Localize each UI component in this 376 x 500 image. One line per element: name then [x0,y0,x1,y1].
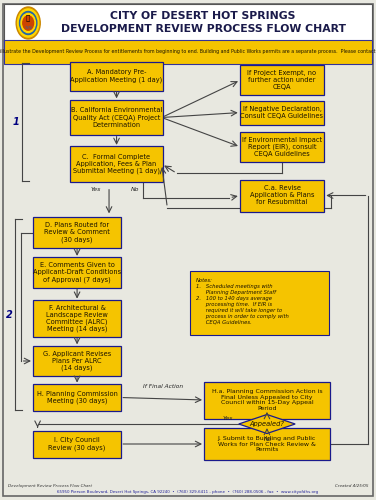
Text: GENERAL INFORMATION:  This flowchart is intended merely to illustrate the Develo: GENERAL INFORMATION: This flowchart is i… [0,50,376,54]
Text: No: No [264,437,273,442]
Text: 2: 2 [6,310,13,320]
Text: Notes:
1.   Scheduled meetings with
      Planning Department Staff
2.   100 to : Notes: 1. Scheduled meetings with Planni… [196,278,288,325]
FancyBboxPatch shape [70,100,163,135]
FancyBboxPatch shape [33,300,121,337]
Text: F. Architectural &
Landscape Review
Committee (ALRC)
Meeting (14 days): F. Architectural & Landscape Review Comm… [46,304,108,332]
Text: D. Plans Routed for
Review & Comment
(30 days): D. Plans Routed for Review & Comment (30… [44,222,110,243]
Circle shape [18,9,39,37]
FancyBboxPatch shape [33,384,121,411]
Text: B. California Environmental
Quality Act (CEQA) Project
Determination: B. California Environmental Quality Act … [71,108,162,128]
Text: H.a. Planning Commission Action is
Final Unless Appealed to City
Council within : H.a. Planning Commission Action is Final… [212,389,322,411]
FancyBboxPatch shape [240,132,324,162]
Text: If Final Action: If Final Action [143,384,183,389]
Text: Yes: Yes [91,186,101,192]
Text: G. Applicant Revises
Plans Per ALRC
(14 days): G. Applicant Revises Plans Per ALRC (14 … [43,351,111,371]
Text: If Project Exempt, no
further action under
CEQA: If Project Exempt, no further action und… [247,70,317,90]
Text: ≈≈: ≈≈ [24,26,32,30]
FancyBboxPatch shape [33,257,121,288]
FancyBboxPatch shape [204,428,330,460]
FancyBboxPatch shape [240,180,324,212]
Text: E. Comments Given to
Applicant-Draft Conditions
of Approval (7 days): E. Comments Given to Applicant-Draft Con… [33,262,121,283]
Circle shape [20,12,37,34]
FancyBboxPatch shape [4,4,372,42]
FancyBboxPatch shape [70,62,163,90]
Text: I. City Council
Review (30 days): I. City Council Review (30 days) [49,437,106,451]
Circle shape [16,7,40,39]
Text: A. Mandatory Pre-
Application Meeting (1 day): A. Mandatory Pre- Application Meeting (1… [70,69,163,82]
FancyBboxPatch shape [190,270,329,334]
Text: 65950 Pierson Boulevard, Desert Hot Springs, CA 92240  •  (760) 329-6411 - phone: 65950 Pierson Boulevard, Desert Hot Spri… [58,490,318,494]
Text: 🌅: 🌅 [26,14,30,21]
Text: Created 4/25/05: Created 4/25/05 [335,484,368,488]
Text: H. Planning Commission
Meeting (30 days): H. Planning Commission Meeting (30 days) [36,391,118,404]
Circle shape [21,14,35,32]
FancyBboxPatch shape [33,217,121,248]
FancyBboxPatch shape [70,146,163,182]
Text: 1: 1 [13,117,20,127]
FancyBboxPatch shape [240,64,324,95]
Text: No: No [130,186,139,192]
Polygon shape [239,414,295,434]
Text: DEVELOPMENT REVIEW PROCESS FLOW CHART: DEVELOPMENT REVIEW PROCESS FLOW CHART [61,24,346,34]
FancyBboxPatch shape [4,40,372,64]
Text: Development Review Process Flow Chart: Development Review Process Flow Chart [8,484,91,488]
Text: C.  Formal Complete
Application, Fees & Plan
Submittal Meeting (1 day): C. Formal Complete Application, Fees & P… [73,154,160,174]
Text: Yes: Yes [222,416,233,422]
Text: CITY OF DESERT HOT SPRINGS: CITY OF DESERT HOT SPRINGS [110,11,296,21]
Text: Appealed?: Appealed? [250,421,284,427]
Text: If Environmental Impact
Report (EIR), consult
CEQA Guidelines: If Environmental Impact Report (EIR), co… [242,136,322,157]
FancyBboxPatch shape [204,382,330,418]
Circle shape [23,16,33,30]
FancyBboxPatch shape [240,100,324,124]
Text: J. Submit to Building and Public
Works for Plan Check Review &
Permits: J. Submit to Building and Public Works f… [218,436,316,452]
FancyBboxPatch shape [33,430,121,458]
Text: If Negative Declaration,
Consult CEQA Guidelines: If Negative Declaration, Consult CEQA Gu… [241,106,323,119]
Text: C.a. Revise
Application & Plans
for Resubmittal: C.a. Revise Application & Plans for Resu… [250,186,314,206]
FancyBboxPatch shape [33,346,121,376]
